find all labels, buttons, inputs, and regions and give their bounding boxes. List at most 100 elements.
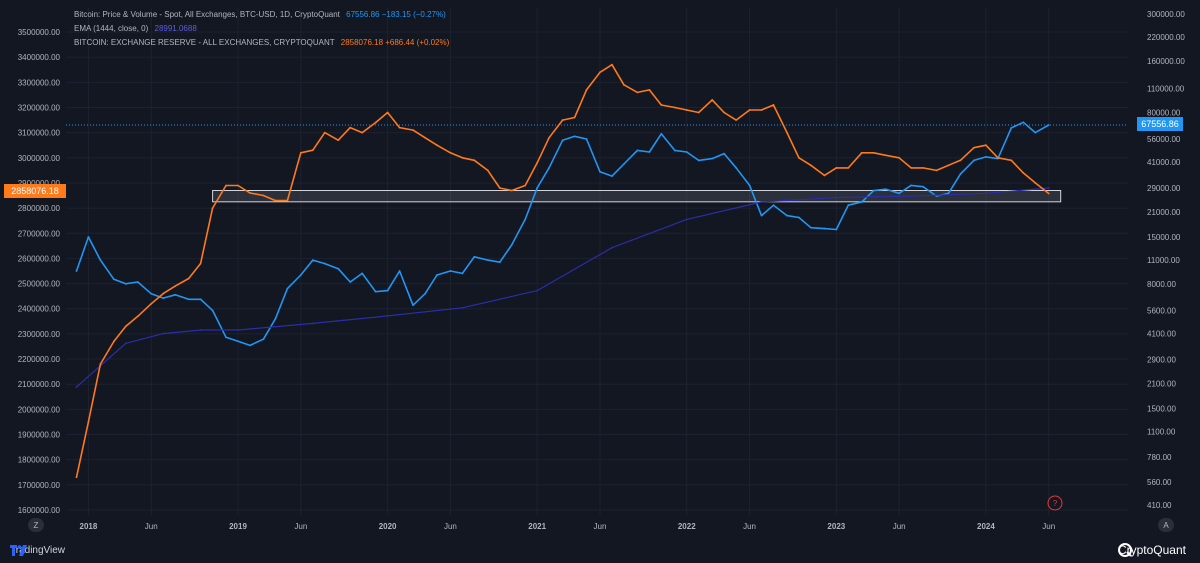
btc-price-point: [1047, 124, 1050, 126]
ema-point: [124, 342, 127, 345]
btc-price-point: [809, 226, 812, 229]
btc-price-point: [112, 278, 115, 281]
exchange-reserve-point: [187, 277, 190, 280]
exchange-reserve-point: [124, 325, 127, 328]
legend-line-reserve[interactable]: BITCOIN: EXCHANGE RESERVE - ALL EXCHANGE…: [74, 36, 449, 50]
exchange-reserve-point: [847, 166, 850, 169]
left-axis-tick-label: 2600000.00: [18, 254, 61, 263]
right-axis-tick-label: 21000.00: [1147, 208, 1181, 217]
btc-price-point: [337, 267, 340, 270]
btc-price-point: [798, 216, 800, 219]
btc-price-point: [673, 149, 676, 152]
exchange-reserve-point: [860, 151, 863, 154]
btc-price-point: [436, 274, 438, 276]
ema-point: [985, 192, 987, 195]
exchange-reserve-point: [249, 192, 251, 194]
chart-svg[interactable]: 3500000.00 3400000.00 3300000.00 3200000.00…: [0, 0, 1200, 540]
exchange-reserve-point: [286, 199, 289, 202]
btc-price-point: [623, 163, 625, 165]
btc-price-point: [860, 201, 863, 203]
legend-line-ema[interactable]: EMA (1444, close, 0) 28991.0688: [74, 22, 449, 36]
legend-line-price[interactable]: Bitcoin: Price & Volume - Spot, All Exch…: [74, 8, 449, 22]
exchange-reserve-point: [697, 111, 700, 114]
tradingview-icon: [10, 545, 27, 556]
right-axis-tick-label: 8000.00: [1147, 280, 1176, 289]
btc-price-point: [772, 204, 775, 207]
ema-point: [685, 218, 688, 221]
footer-bar: TradingView CryptoQuant: [0, 540, 1200, 563]
x-axis-tick-label: Jun: [893, 522, 906, 531]
legend-ema-value: 28991.0688: [154, 24, 197, 33]
exchange-reserve-point: [99, 363, 102, 365]
exchange-reserve-point: [748, 109, 751, 111]
btc-price-point: [872, 189, 875, 192]
btc-price-point: [361, 272, 364, 275]
left-axis-tick-label: 2500000.00: [18, 280, 61, 289]
left-axis-tick-label: 1700000.00: [18, 481, 61, 490]
btc-price-point: [237, 340, 239, 343]
exchange-reserve-point: [772, 104, 775, 106]
exchange-reserve-point: [573, 116, 576, 119]
ema-point: [536, 289, 539, 292]
btc-price-point: [973, 159, 975, 162]
exchange-reserve-point: [599, 71, 601, 74]
exchange-reserve-point: [872, 151, 875, 154]
right-axis-tick-label: 11000.00: [1147, 256, 1180, 265]
x-axis-tick-label: 2021: [528, 522, 546, 531]
btc-price-point: [398, 270, 401, 272]
exchange-reserve-point: [262, 194, 265, 197]
exchange-reserve-point: [136, 315, 139, 318]
btc-price-point: [524, 218, 527, 221]
exchange-reserve-point: [760, 109, 763, 111]
exchange-reserve-point: [524, 184, 527, 187]
left-scale-button[interactable]: [28, 518, 44, 532]
btc-price-point: [910, 184, 913, 187]
exchange-reserve-point: [299, 151, 302, 154]
ema-point: [910, 195, 913, 197]
btc-price-line[interactable]: [75, 121, 1050, 347]
exchange-reserve-point: [823, 174, 826, 177]
btc-price-point: [286, 287, 289, 290]
right-axis-tick-label: 4100.00: [1147, 330, 1176, 339]
right-scale-button[interactable]: [1158, 518, 1174, 532]
btc-price-point: [461, 272, 464, 275]
left-axis-tick-label: 2700000.00: [18, 229, 61, 238]
exchange-reserve-point: [237, 184, 239, 187]
ema-point: [835, 196, 838, 199]
help-icon[interactable]: [1047, 495, 1063, 511]
btc-price-point: [136, 281, 139, 283]
btc-price-point: [386, 289, 389, 292]
tradingview-logo[interactable]: TradingView: [10, 545, 65, 556]
highlight-range-box[interactable]: [212, 189, 1062, 203]
btc-price-point: [150, 292, 153, 295]
exchange-reserve-line[interactable]: [75, 63, 1050, 478]
ema-point: [311, 322, 314, 325]
btc-price-point: [124, 282, 127, 285]
exchange-reserve-point: [1022, 171, 1025, 174]
ema-line[interactable]: [76, 187, 1049, 388]
right-axis-tick-label: 110000.00: [1147, 85, 1185, 94]
exchange-reserve-point: [835, 166, 838, 169]
exchange-reserve-point: [611, 63, 613, 66]
btc-price-point: [486, 259, 489, 262]
cryptoquant-logo: CryptoQuant: [1117, 543, 1186, 557]
right-axis-tick-label: 160000.00: [1147, 57, 1185, 66]
x-axis-tick-label: Jun: [594, 522, 607, 531]
btc-price-point: [424, 292, 426, 295]
ema-point: [386, 314, 389, 317]
btc-price-point: [299, 274, 302, 276]
btc-price-point: [636, 149, 639, 152]
exchange-reserve-point: [536, 161, 539, 164]
right-axis-tick-label: 56000.00: [1147, 135, 1181, 144]
btc-price-point: [985, 156, 987, 158]
left-axis-tick-label: 3500000.00: [18, 28, 61, 37]
exchange-reserve-point: [1034, 182, 1037, 184]
exchange-reserve-point: [150, 302, 153, 305]
chart-area[interactable]: 3500000.00 3400000.00 3300000.00 3200000.00…: [0, 0, 1200, 540]
ema-point: [162, 332, 165, 335]
btc-price-point: [162, 297, 165, 300]
exchange-reserve-point: [648, 88, 651, 91]
exchange-reserve-point: [87, 421, 90, 423]
x-axis-tick-label: Jun: [1042, 522, 1055, 531]
